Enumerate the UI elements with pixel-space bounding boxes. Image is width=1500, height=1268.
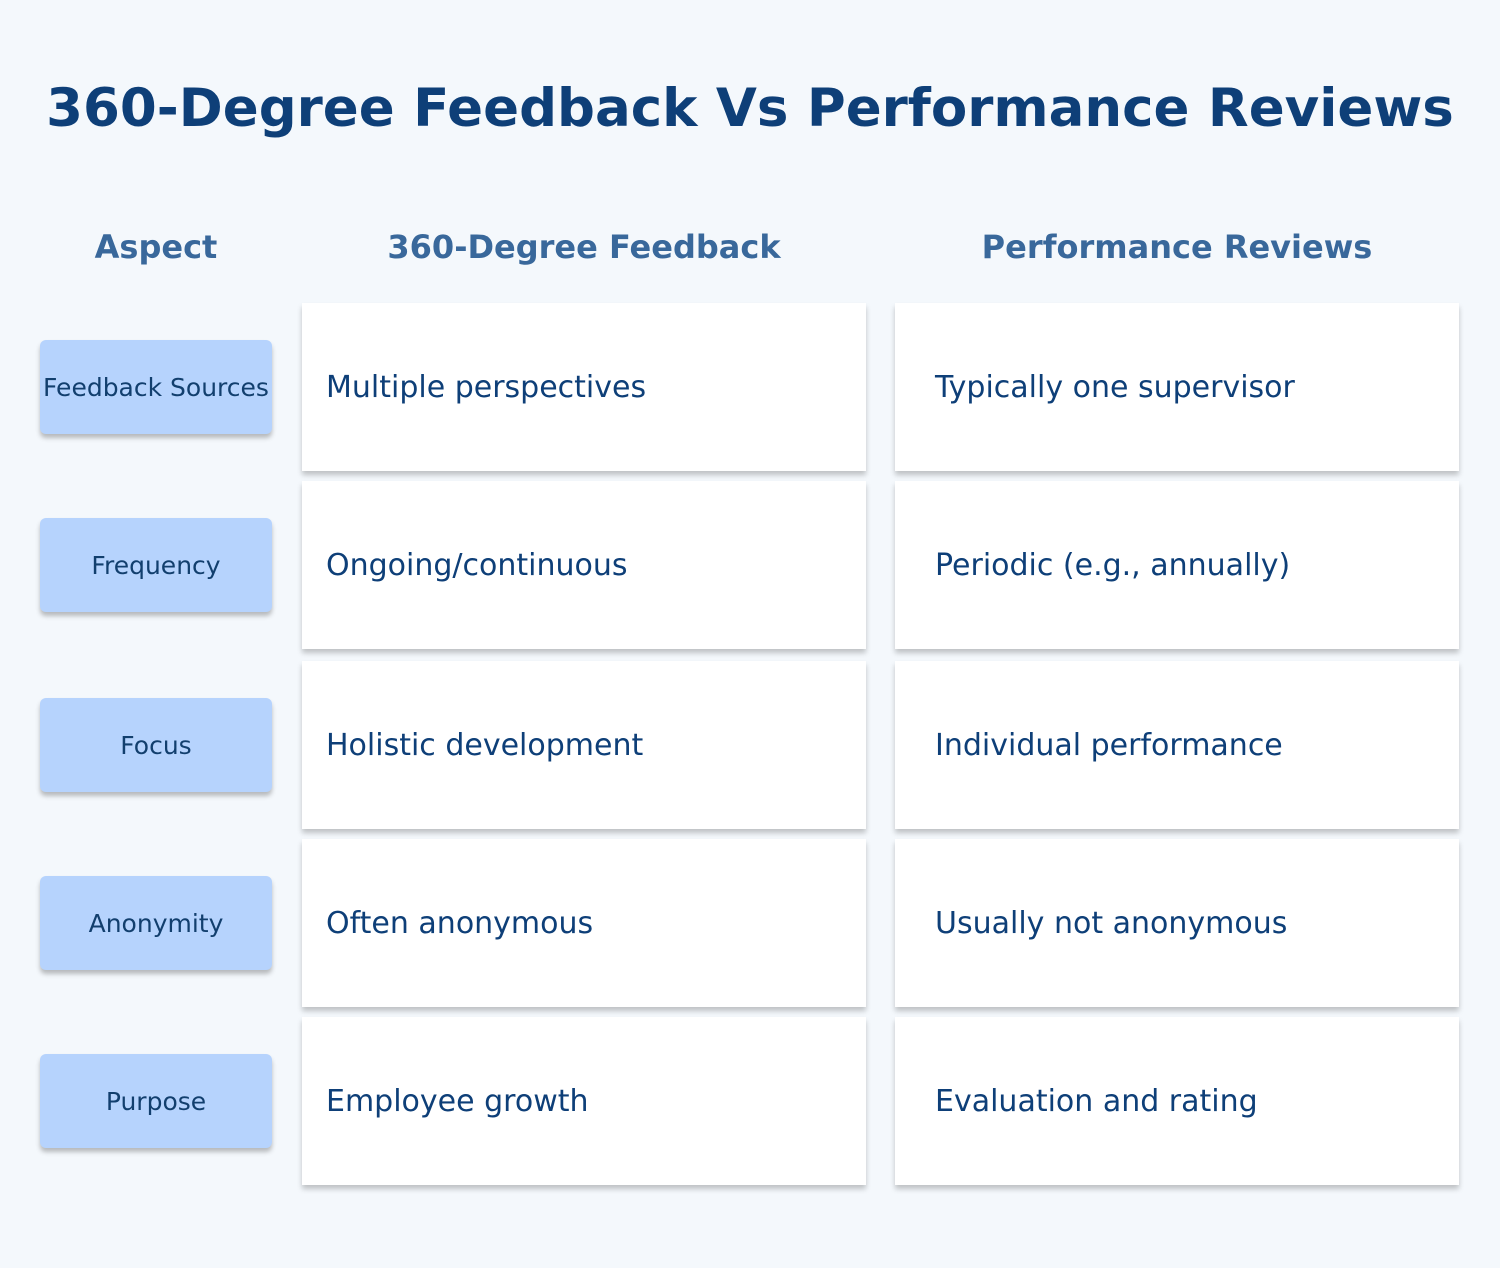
- review-cell: Typically one supervisor: [895, 303, 1459, 471]
- feedback-cell: Multiple perspectives: [302, 303, 866, 471]
- feedback-cell: Ongoing/continuous: [302, 481, 866, 649]
- review-cell: Individual performance: [895, 661, 1459, 829]
- feedback-cell: Often anonymous: [302, 839, 866, 1007]
- column-header: 360-Degree Feedback: [387, 228, 781, 266]
- aspect-label: Focus: [40, 698, 272, 792]
- feedback-cell: Employee growth: [302, 1017, 866, 1185]
- aspect-label: Anonymity: [40, 876, 272, 970]
- review-cell: Evaluation and rating: [895, 1017, 1459, 1185]
- review-cell: Usually not anonymous: [895, 839, 1459, 1007]
- aspect-label: Feedback Sources: [40, 340, 272, 434]
- column-header: Performance Reviews: [981, 228, 1373, 266]
- review-cell: Periodic (e.g., annually): [895, 481, 1459, 649]
- aspect-label: Frequency: [40, 518, 272, 612]
- aspect-label: Purpose: [40, 1054, 272, 1148]
- title: 360-Degree Feedback Vs Performance Revie…: [46, 78, 1454, 139]
- feedback-cell: Holistic development: [302, 661, 866, 829]
- column-header: Aspect: [94, 228, 218, 266]
